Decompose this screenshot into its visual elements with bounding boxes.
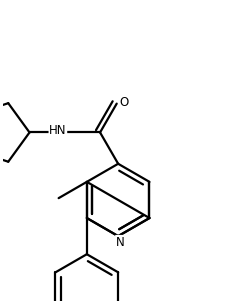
Text: N: N [116,236,124,249]
Text: HN: HN [49,124,67,137]
Text: O: O [119,96,128,109]
